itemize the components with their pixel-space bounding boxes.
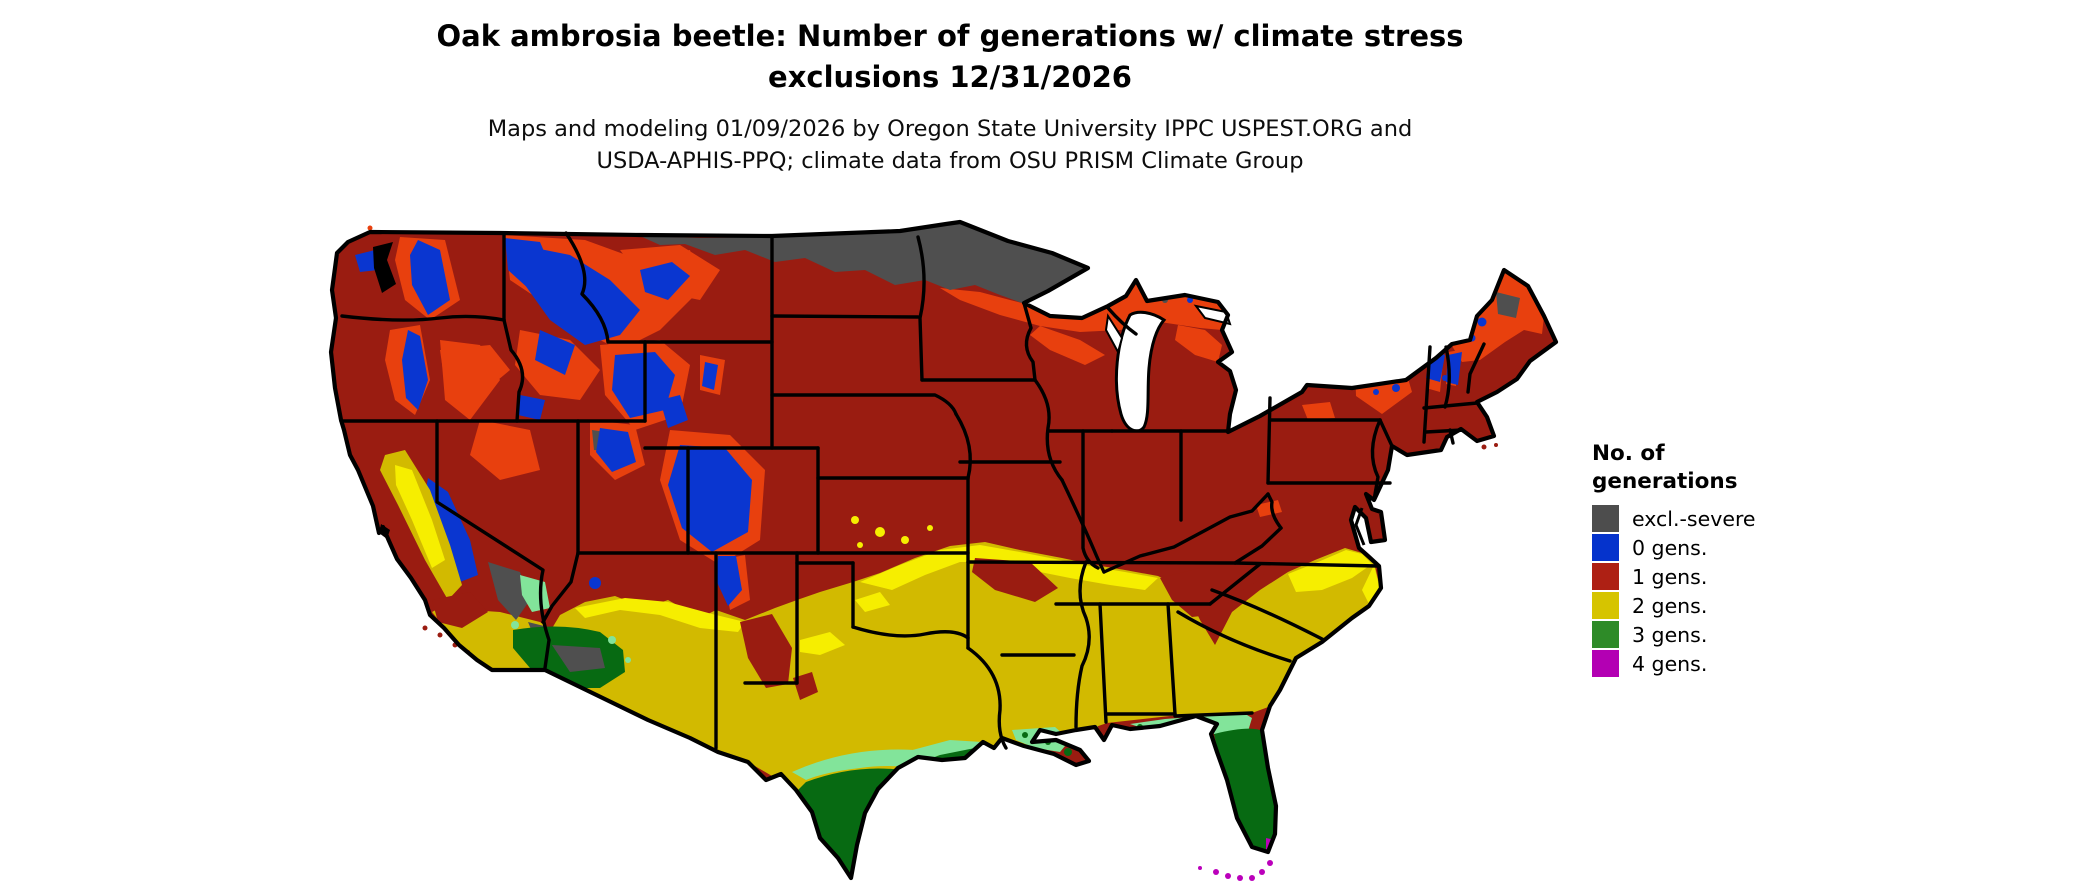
legend-item-4-gens: 4 gens. <box>1592 650 1812 677</box>
map-subtitle: Maps and modeling 01/09/2026 by Oregon S… <box>0 113 1900 177</box>
puget-sound <box>373 242 396 293</box>
legend-swatch-4-gens <box>1592 650 1619 677</box>
legend-title-line2: generations <box>1592 469 1738 494</box>
legend-label-3-gens: 3 gens. <box>1632 622 1708 647</box>
us-outline <box>328 219 1559 881</box>
legend-item-excl-severe: excl.-severe <box>1592 505 1812 532</box>
legend-swatch-3-gens <box>1592 621 1619 648</box>
legend-item-1-gens: 1 gens. <box>1592 563 1812 590</box>
map-title-line1: Oak ambrosia beetle: Number of generatio… <box>436 19 1464 53</box>
legend-label-2-gens: 2 gens. <box>1632 593 1708 618</box>
zone-0-gens <box>355 238 1487 606</box>
legend-label-1-gens: 1 gens. <box>1632 564 1708 589</box>
header: Oak ambrosia beetle: Number of generatio… <box>0 16 1900 177</box>
legend-item-0-gens: 0 gens. <box>1592 534 1812 561</box>
map-legend: No. of generations excl.-severe 0 gens. … <box>1592 440 1812 679</box>
legend-item-2-gens: 2 gens. <box>1592 592 1812 619</box>
lake-michigan <box>1114 310 1167 433</box>
map-title-line2: exclusions 12/31/2026 <box>768 60 1132 94</box>
map-subtitle-line2: USDA-APHIS-PPQ; climate data from OSU PR… <box>596 148 1304 174</box>
legend-swatch-1-gens <box>1592 563 1619 590</box>
green-bay <box>1104 313 1124 355</box>
legend-label-4-gens: 4 gens. <box>1632 651 1708 676</box>
legend-label-0-gens: 0 gens. <box>1632 535 1708 560</box>
legend-swatch-0-gens <box>1592 534 1619 561</box>
legend-title: No. of generations <box>1592 440 1812 496</box>
legend-swatch-2-gens <box>1592 592 1619 619</box>
legend-label-excl-severe: excl.-severe <box>1632 506 1756 531</box>
legend-swatch-excl-severe <box>1592 505 1619 532</box>
legend-item-3-gens: 3 gens. <box>1592 621 1812 648</box>
straits-of-mackinac <box>1193 304 1232 326</box>
legend-items: excl.-severe 0 gens. 1 gens. 2 gens. 3 g… <box>1592 505 1812 677</box>
legend-title-line1: No. of <box>1592 441 1665 466</box>
map-subtitle-line1: Maps and modeling 01/09/2026 by Oregon S… <box>487 116 1413 142</box>
